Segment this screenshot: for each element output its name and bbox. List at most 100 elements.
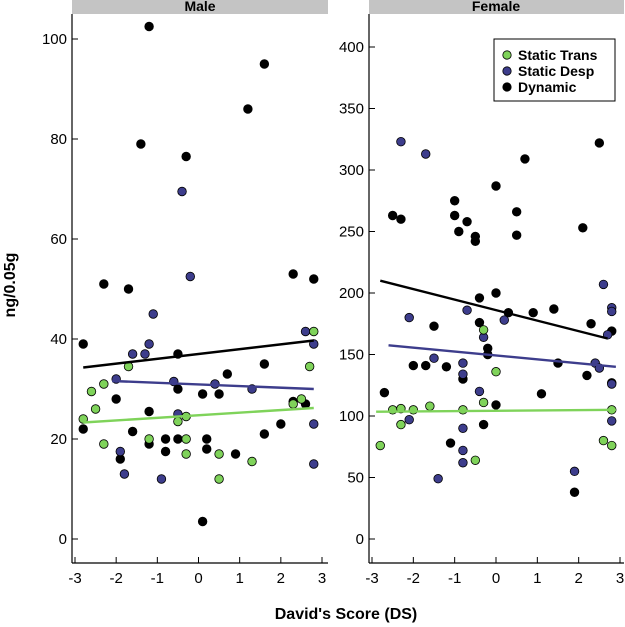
legend-label-dyn: Dynamic — [518, 79, 577, 95]
panel-2-point-desp — [607, 416, 617, 426]
panel-1-y-tick-label: 100 — [42, 31, 67, 48]
panel-2-y-tick-label: 250 — [339, 224, 364, 241]
panel-2-y-tick-label: 100 — [339, 408, 364, 425]
panel-1-point-trans — [304, 361, 315, 372]
panel-1-x-tick-label: -2 — [109, 570, 122, 587]
panel-2-point-dyn — [569, 487, 580, 497]
panel-1-fit-line-trans — [83, 406, 314, 424]
panel-1-point-dyn — [276, 419, 286, 429]
panel-1-point-dyn — [99, 279, 109, 289]
panel-1-point-dyn — [259, 359, 270, 369]
panel-2-point-dyn — [549, 304, 559, 314]
panel-1-point-desp — [140, 349, 150, 359]
panel-2-point-dyn — [528, 307, 538, 318]
panel-2-point-dyn — [408, 360, 419, 371]
panel-1-point-dyn — [197, 516, 208, 527]
panel-2-point-desp — [474, 386, 485, 397]
panel-1-point-trans — [99, 379, 109, 389]
panel-1-y-tick-label: 40 — [50, 331, 67, 348]
panel-2-point-dyn — [454, 226, 464, 237]
panel-1-point-desp — [144, 339, 154, 349]
panel-1-point-dyn — [197, 389, 208, 399]
panel-2-point-trans — [375, 440, 385, 451]
panel-1-point-dyn — [230, 449, 241, 459]
panel-1-point-dyn — [173, 434, 183, 444]
panel-1-point-dyn — [202, 444, 212, 454]
panel-1-point-dyn — [243, 104, 253, 114]
y-axis-title: ng/0.05g — [2, 253, 19, 318]
panel-1-point-dyn — [144, 406, 154, 417]
panel-2-point-dyn — [491, 181, 501, 191]
panel-2-point-desp — [462, 305, 472, 315]
panel-1-point-dyn — [309, 274, 319, 284]
panel-1-point-trans — [181, 449, 191, 459]
panel-2-point-desp — [458, 369, 468, 379]
panel-2-y-tick-label: 300 — [339, 162, 364, 179]
panel-1-point-trans — [296, 394, 307, 404]
panel-2-point-trans — [478, 397, 489, 408]
panel-1-point-trans — [214, 474, 224, 484]
panel-2-point-dyn — [511, 207, 522, 217]
panel-1-point-dyn — [127, 426, 138, 437]
panel-1-x-tick-label: 0 — [194, 570, 202, 587]
panel-2-fit-line-desp — [388, 344, 616, 368]
panel-1-point-desp — [309, 419, 319, 429]
male-strip — [72, 0, 328, 14]
panel-2-point-dyn — [445, 438, 456, 448]
panel-2-y-tick-label: 350 — [339, 101, 364, 118]
female-strip-title: Female — [472, 0, 520, 14]
panel-2-x-tick-label: 2 — [574, 570, 582, 587]
panel-2-point-dyn — [396, 214, 406, 224]
panel-1-point-desp — [185, 271, 195, 282]
panel-2-point-dyn — [379, 387, 390, 398]
legend-box — [493, 38, 616, 102]
panel-1-point-desp — [119, 469, 130, 479]
panel-1-x-tick-label: 2 — [277, 570, 285, 587]
panel-2-point-desp — [607, 379, 617, 389]
panel-1-point-trans — [214, 449, 224, 459]
panel-1-point-trans — [78, 414, 88, 424]
panel-1-point-trans — [86, 386, 97, 397]
panel-1-y-tick-label: 60 — [50, 231, 67, 248]
panel-2-point-dyn — [582, 370, 592, 381]
panel-2-point-desp — [499, 315, 509, 325]
panel-2-point-desp — [458, 458, 468, 468]
panel-1-point-desp — [300, 326, 311, 337]
panel-2-point-trans — [387, 405, 398, 415]
panel-2-point-dyn — [387, 210, 398, 221]
panel-2-y-tick-label: 150 — [339, 347, 364, 364]
legend-label-trans: Static Trans — [518, 47, 598, 63]
panel-2-x-tick-label: 0 — [492, 570, 500, 587]
panel-1-point-desp — [156, 474, 167, 484]
panel-1-point-dyn — [288, 269, 298, 279]
panel-2-x-tick-label: 1 — [533, 570, 541, 587]
panel-1-point-dyn — [259, 59, 270, 69]
female-panel: Female 0 50 100 150 200 250 300 350 400 -3 -2 -1 0 1 2… — [339, 0, 624, 587]
panel-2-point-dyn — [520, 154, 530, 164]
panel-2-point-dyn — [474, 293, 485, 303]
panel-2-point-desp — [404, 414, 414, 425]
panel-1-point-dyn — [136, 139, 146, 149]
panel-2-point-trans — [396, 419, 406, 430]
panel-1-fit-line-desp — [112, 379, 314, 391]
panel-2-point-desp — [458, 445, 468, 456]
panel-1-point-dyn — [259, 429, 270, 439]
panel-2-point-trans — [491, 367, 501, 377]
panel-2-point-dyn — [470, 236, 481, 247]
panel-1-y-tick-label: 80 — [50, 131, 67, 148]
panel-2-point-dyn — [478, 419, 489, 430]
panel-2-point-dyn — [511, 230, 522, 240]
panel-2-point-dyn — [474, 317, 485, 328]
panel-2-point-desp — [433, 474, 443, 484]
panel-2-point-dyn — [536, 389, 547, 399]
panel-2-point-trans — [478, 325, 489, 335]
female-strip — [369, 0, 624, 14]
panel-2-point-trans — [470, 455, 481, 465]
panel-2-point-dyn — [578, 223, 588, 233]
panel-2-y-tick-label: 400 — [339, 39, 364, 56]
panel-2-point-desp — [429, 353, 439, 363]
panel-2-y-tick-label: 0 — [356, 531, 364, 548]
panel-2-x-tick-label: -1 — [448, 570, 461, 587]
panel-2-fit-line-dyn — [379, 279, 608, 340]
panel-1-point-dyn — [214, 389, 224, 399]
